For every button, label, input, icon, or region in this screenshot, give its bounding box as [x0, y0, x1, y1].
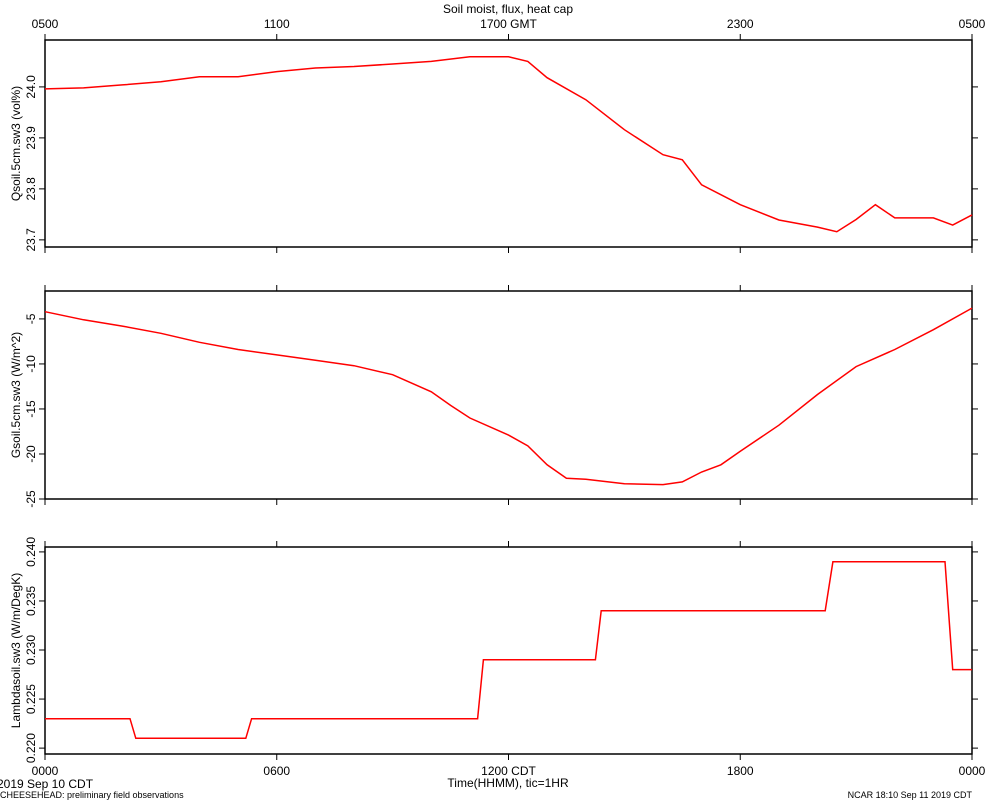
- x-tick-label: 1800: [727, 764, 754, 778]
- footer-date: 2019 Sep 10 CDT: [0, 777, 94, 791]
- y-tick-label: -10: [24, 355, 38, 373]
- x2-tick-label: 0500: [959, 17, 986, 31]
- y-tick-label: 0.235: [24, 586, 38, 616]
- y-axis-label: Gsoil.5cm.sw3 (W/m^2): [9, 332, 23, 458]
- x-tick-label: 0600: [263, 764, 290, 778]
- plot-frame: [44, 39, 973, 248]
- y-axis-label: Qsoil.5cm.sw3 (vol%): [9, 86, 23, 201]
- x-tick-label: 0000: [959, 764, 986, 778]
- x2-tick-label: 1700 GMT: [480, 17, 537, 31]
- footer-credit: NCAR 18:10 Sep 11 2019 CDT: [848, 790, 973, 800]
- x2-tick-label: 0500: [32, 17, 59, 31]
- x2-tick-label: 1100: [264, 17, 290, 31]
- y-tick-label: -20: [24, 445, 38, 463]
- x2-tick-label: 2300: [727, 17, 754, 31]
- y-tick-label: 0.220: [24, 733, 38, 763]
- y-tick-label: 23.8: [24, 177, 38, 201]
- y-tick-label: -25: [24, 490, 38, 508]
- data-line: [45, 560, 972, 740]
- x-axis-label: Time(HHMM), tic=1HR: [447, 776, 569, 790]
- data-line: [44, 307, 973, 486]
- y-tick-label: 0.230: [24, 635, 38, 665]
- y-tick-label: 0.225: [24, 684, 38, 714]
- y-tick-label: -5: [24, 313, 38, 324]
- y-axis-label: Lambdasoil.sw3 (W/m/DegK): [9, 573, 23, 728]
- y-tick-label: 24.0: [24, 75, 38, 99]
- plot-frame: [44, 290, 973, 500]
- chart-title: Soil moist, flux, heat cap: [443, 2, 573, 16]
- plot-frame: [44, 546, 973, 755]
- y-tick-label: 23.7: [24, 228, 38, 252]
- y-tick-label: 23.9: [24, 126, 38, 150]
- data-line: [44, 56, 973, 233]
- y-tick-label: 0.240: [24, 537, 38, 567]
- x-tick-label: 0000: [32, 764, 59, 778]
- y-tick-label: -15: [24, 400, 38, 418]
- x-tick-label: 1200 CDT: [481, 764, 536, 778]
- footer-note: CHEESEHEAD: preliminary field observatio…: [0, 790, 184, 800]
